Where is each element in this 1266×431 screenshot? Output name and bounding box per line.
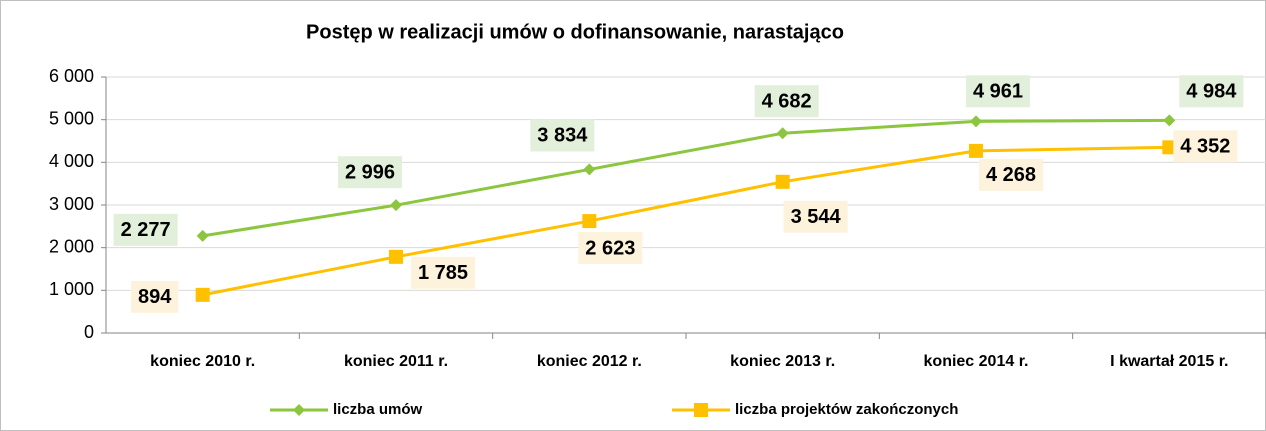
data-label-bg <box>1173 130 1238 163</box>
data-point <box>775 174 790 189</box>
data-point <box>195 287 210 302</box>
legend-label: liczba projektów zakończonych <box>735 401 958 418</box>
data-point <box>970 115 982 128</box>
data-label: 3 834 <box>537 125 588 147</box>
x-tick-label: koniec 2013 r. <box>730 353 835 370</box>
data-label: 894 <box>138 286 172 308</box>
data-label-bg <box>130 280 179 313</box>
data-point <box>582 214 597 229</box>
y-tick-label: 6 000 <box>49 66 94 86</box>
data-label-bg <box>530 119 595 152</box>
y-tick-label: 2 000 <box>49 236 94 256</box>
data-label: 4 984 <box>1186 81 1237 103</box>
x-tick-label: koniec 2010 r. <box>150 353 255 370</box>
data-point <box>776 127 789 140</box>
x-tick-label: koniec 2014 r. <box>924 353 1029 370</box>
legend-marker <box>293 404 305 416</box>
data-point <box>390 199 402 212</box>
data-label: 4 682 <box>762 91 812 113</box>
y-tick-label: 3 000 <box>49 194 94 214</box>
data-label: 3 544 <box>791 206 842 228</box>
data-point <box>583 163 596 176</box>
data-point <box>1162 140 1177 155</box>
data-label-bg <box>1179 75 1244 108</box>
x-tick-label: koniec 2012 r. <box>537 353 642 370</box>
data-label: 4 352 <box>1180 136 1230 158</box>
data-label: 4 268 <box>986 164 1036 186</box>
chart-title: Postęp w realizacji umów o dofinansowani… <box>306 21 844 43</box>
data-label: 2 277 <box>121 219 171 241</box>
data-label-bg <box>410 256 476 289</box>
y-tick-label: 1 000 <box>49 279 94 299</box>
data-point <box>969 143 983 158</box>
data-label: 2 996 <box>345 161 395 183</box>
data-point <box>389 249 403 264</box>
data-label: 2 623 <box>585 237 635 259</box>
data-label-bg <box>337 156 403 189</box>
x-tick-label: I kwartał 2015 r. <box>1110 353 1228 370</box>
legend-label: liczba umów <box>333 401 423 418</box>
data-label-bg <box>965 75 1031 108</box>
data-label: 4 961 <box>973 81 1023 103</box>
data-label-bg <box>113 213 178 246</box>
data-label-bg <box>783 200 848 233</box>
legend-marker <box>694 403 708 417</box>
data-label-bg <box>978 158 1044 191</box>
x-tick-label: koniec 2011 r. <box>344 353 448 370</box>
data-label: 1 785 <box>418 262 468 284</box>
data-point <box>1163 114 1176 127</box>
y-tick-label: 4 000 <box>49 151 94 171</box>
data-label-bg <box>754 85 819 118</box>
y-tick-label: 0 <box>84 322 94 342</box>
data-label-bg <box>578 232 643 265</box>
series-line <box>202 118 1170 238</box>
y-tick-label: 5 000 <box>49 108 94 128</box>
series-line <box>202 145 1170 297</box>
data-point <box>196 229 209 242</box>
